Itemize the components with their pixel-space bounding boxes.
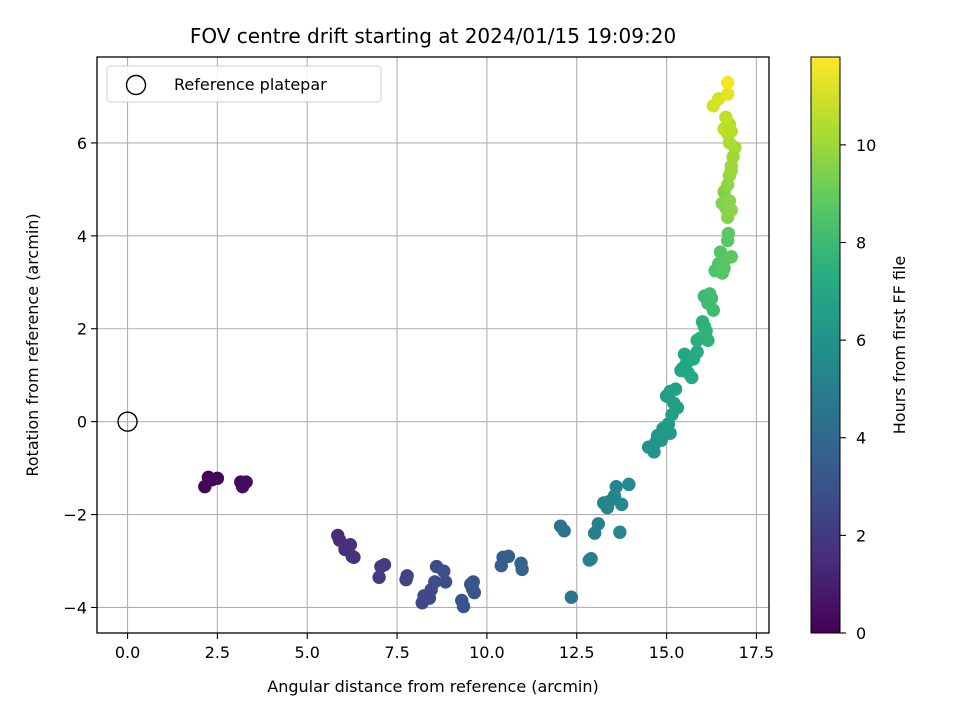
y-tick-label: 4 xyxy=(77,227,87,246)
data-point xyxy=(703,287,717,301)
data-point xyxy=(467,585,482,600)
data-point xyxy=(720,75,735,90)
colorbar: 0 2 4 6 8 10 Hours from first FF file xyxy=(810,56,909,643)
colorbar-tick-label: 6 xyxy=(856,331,866,350)
data-point xyxy=(701,333,715,348)
colorbar-tick-label: 2 xyxy=(856,526,866,545)
y-axis-label: Rotation from reference (arcmin) xyxy=(23,213,42,476)
legend-box xyxy=(106,65,382,103)
data-point xyxy=(690,345,704,359)
x-tick-label: 17.5 xyxy=(739,643,775,662)
y-tick-label: −2 xyxy=(63,506,87,525)
data-point xyxy=(343,538,358,552)
y-tick-label: 0 xyxy=(77,413,87,432)
data-point xyxy=(428,575,442,589)
data-point xyxy=(438,575,453,589)
x-axis-label: Angular distance from reference (arcmin) xyxy=(267,677,598,696)
data-point xyxy=(724,250,738,264)
data-point xyxy=(372,570,386,584)
y-tick-label: 6 xyxy=(77,134,87,153)
data-point xyxy=(665,407,679,422)
colorbar-tick-label: 0 xyxy=(856,624,866,643)
data-point xyxy=(724,164,738,178)
data-point xyxy=(719,110,733,125)
data-point xyxy=(685,370,699,385)
legend-entry-reference-platepar: Reference platepar xyxy=(174,75,327,94)
data-point xyxy=(456,599,471,614)
data-point xyxy=(515,562,529,577)
x-tick-label: 0.0 xyxy=(115,643,140,662)
colorbar-tick-label: 10 xyxy=(856,136,876,155)
y-tick-label: 2 xyxy=(77,320,87,339)
data-point xyxy=(614,497,629,512)
data-point xyxy=(663,426,677,440)
data-point xyxy=(557,524,571,538)
data-point xyxy=(239,475,253,489)
data-point xyxy=(501,549,516,564)
data-point xyxy=(377,558,392,572)
x-tick-label: 7.5 xyxy=(384,643,409,662)
data-point xyxy=(609,479,623,494)
x-tick-label: 10.0 xyxy=(469,643,505,662)
y-axis-ticks: −4 −2 0 2 4 6 xyxy=(63,134,97,617)
x-tick-label: 15.0 xyxy=(649,643,685,662)
x-tick-label: 2.5 xyxy=(205,643,230,662)
reference-point-marker xyxy=(117,411,138,432)
grid-lines xyxy=(97,57,769,633)
data-point xyxy=(721,226,736,241)
chart-title: FOV centre drift starting at 2024/01/15 … xyxy=(190,24,676,48)
data-point xyxy=(724,203,738,217)
data-point xyxy=(724,124,738,139)
data-point xyxy=(437,564,451,578)
data-point xyxy=(347,550,361,564)
y-tick-label: −4 xyxy=(63,598,87,617)
data-point xyxy=(584,551,598,566)
reference-point-group xyxy=(117,411,138,432)
colorbar-ticks: 0 2 4 6 8 10 xyxy=(840,136,876,643)
data-point xyxy=(695,315,710,329)
data-point xyxy=(466,575,480,589)
colorbar-gradient xyxy=(810,56,841,634)
data-point xyxy=(706,303,720,317)
data-point xyxy=(676,361,690,375)
data-point xyxy=(720,87,735,101)
data-point xyxy=(400,569,414,583)
data-point xyxy=(613,525,627,539)
colorbar-label: Hours from first FF file xyxy=(890,256,909,435)
data-point xyxy=(668,382,683,396)
x-tick-label: 12.5 xyxy=(559,643,595,662)
data-point xyxy=(622,477,636,492)
data-point xyxy=(591,517,606,531)
legend-marker-icon xyxy=(125,74,147,96)
colorbar-tick-label: 8 xyxy=(856,233,866,252)
x-tick-label: 5.0 xyxy=(294,643,319,662)
data-point xyxy=(210,471,225,486)
data-point xyxy=(564,590,579,604)
x-axis-ticks: 0.0 2.5 5.0 7.5 10.0 12.5 15.0 17.5 xyxy=(115,633,774,662)
legend: Reference platepar xyxy=(106,65,382,103)
scatter-points xyxy=(198,75,742,614)
colorbar-tick-label: 4 xyxy=(856,429,866,448)
plot-frame xyxy=(96,56,770,634)
